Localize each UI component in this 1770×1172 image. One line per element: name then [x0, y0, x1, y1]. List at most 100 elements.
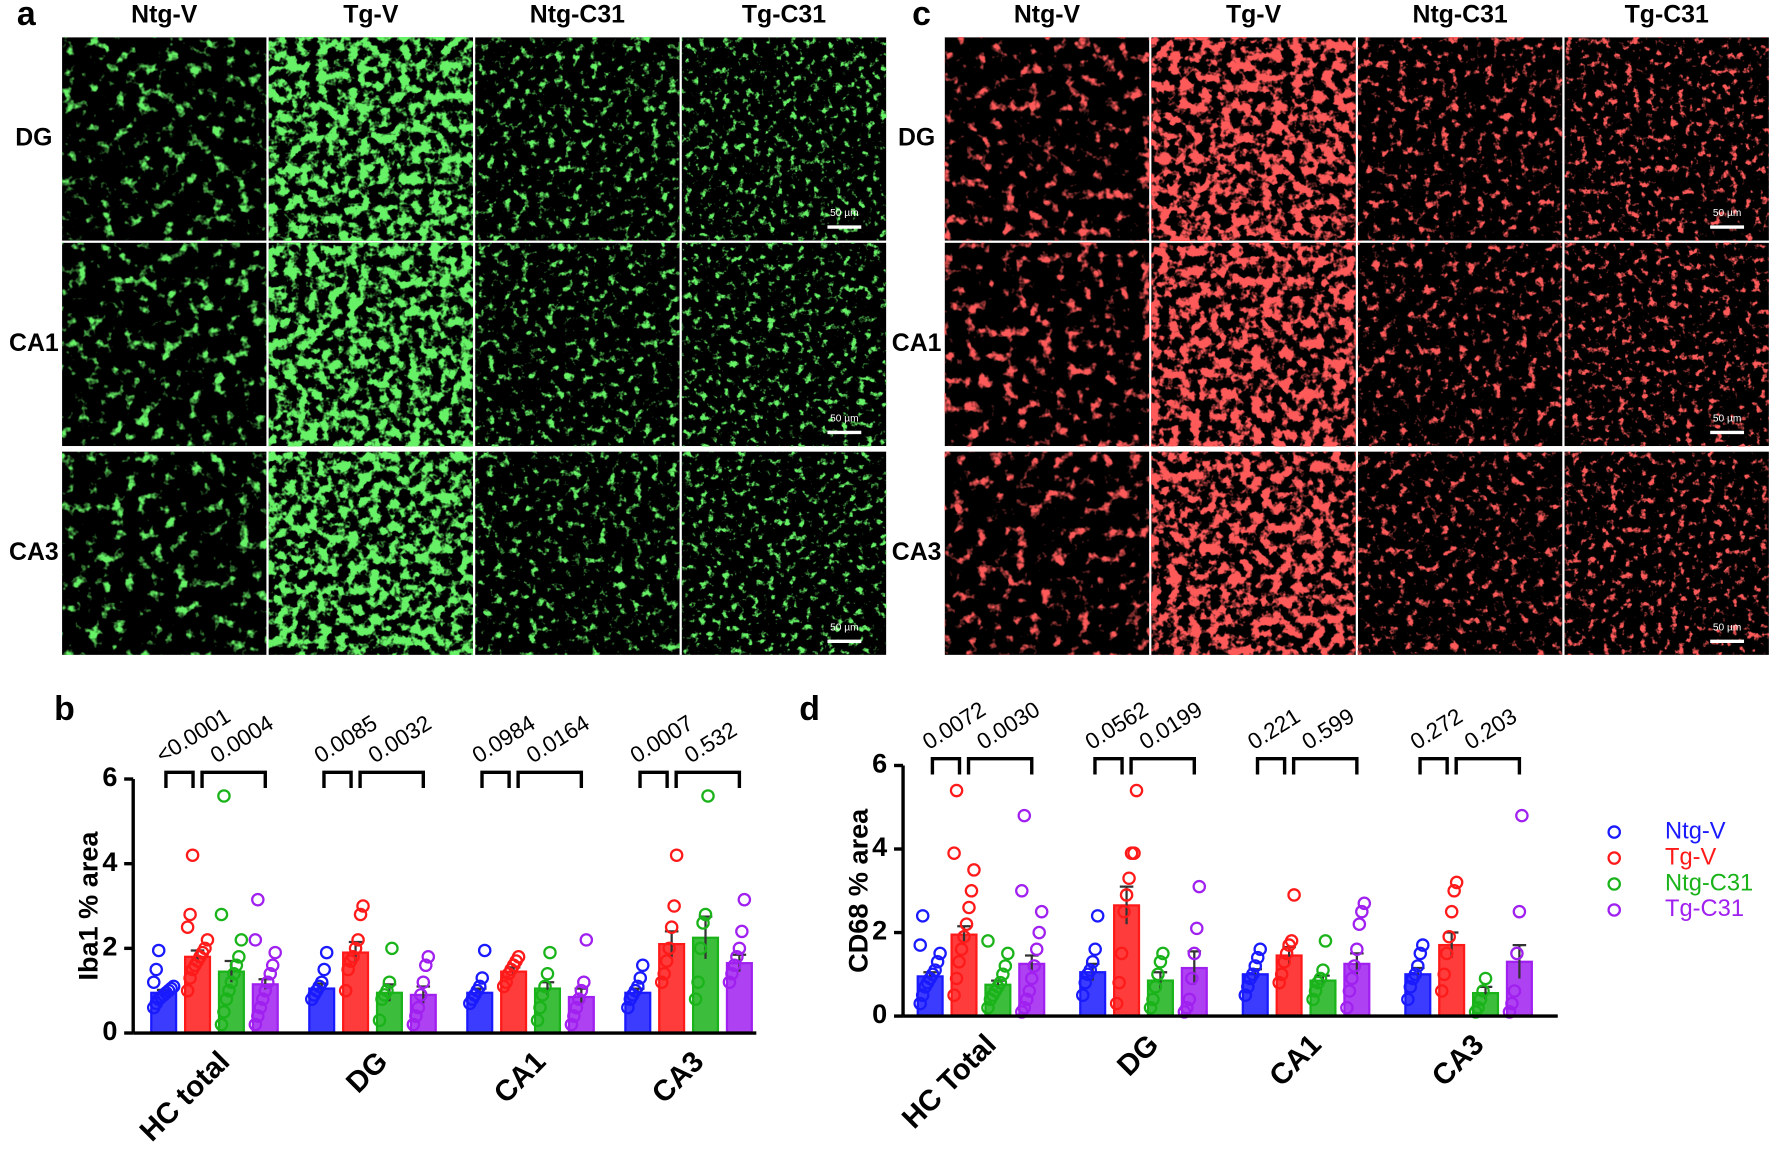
data-point [1119, 888, 1134, 902]
data-point [952, 955, 966, 969]
data-point [1308, 984, 1323, 998]
data-point [1127, 846, 1141, 860]
data-point [633, 971, 648, 985]
column-header: Tg-C31 [1625, 2, 1709, 29]
data-point [180, 920, 195, 934]
data-point [314, 975, 329, 989]
data-point [248, 1017, 263, 1032]
comparison-bracket [516, 770, 584, 789]
data-point [1151, 967, 1165, 982]
data-point [659, 954, 674, 968]
data-point [727, 958, 742, 973]
data-point [535, 988, 550, 1002]
data-point [1245, 967, 1260, 982]
data-point [540, 966, 555, 981]
legend-marker [1607, 903, 1621, 917]
data-point [1347, 959, 1362, 973]
data-point [698, 907, 713, 922]
comparison-bracket [1093, 757, 1124, 775]
x-tick-label: HC total [133, 1045, 236, 1148]
data-point [654, 975, 669, 989]
data-point [1027, 959, 1042, 973]
data-point [251, 892, 265, 907]
data-point [669, 848, 684, 862]
data-point [385, 941, 399, 956]
data-point [1129, 783, 1144, 798]
data-point [1437, 967, 1451, 982]
comparison-bracket [1129, 757, 1196, 775]
data-point [693, 941, 708, 956]
data-point [572, 992, 586, 1006]
data-point [149, 962, 164, 977]
micrograph-signal [475, 242, 680, 447]
data-point [1015, 884, 1029, 898]
data-point [1190, 921, 1204, 936]
data-point [947, 988, 961, 1002]
data-point [1090, 909, 1105, 923]
data-point [725, 966, 739, 981]
data-point [214, 1017, 229, 1032]
data-point [1444, 904, 1459, 919]
comparison-bracket [322, 770, 353, 789]
data-point [253, 1000, 268, 1015]
legend-marker [1607, 877, 1621, 891]
data-point [229, 958, 244, 973]
x-tick-label: CA1 [1263, 1028, 1328, 1093]
data-point [996, 967, 1010, 982]
p-value: 0.221 [1243, 703, 1304, 754]
data-point [219, 992, 234, 1006]
p-value: 0.0032 [364, 710, 436, 768]
p-value: 0.599 [1297, 703, 1358, 754]
micrograph-signal [1564, 451, 1769, 655]
data-point [380, 983, 394, 998]
comparison-bracket [674, 770, 742, 789]
data-point [1471, 1000, 1485, 1015]
data-point [1250, 950, 1265, 965]
data-point [265, 958, 280, 973]
data-point [730, 950, 744, 964]
data-point [574, 983, 589, 998]
data-point [631, 979, 645, 994]
data-point [1088, 942, 1102, 957]
data-point [1248, 959, 1263, 973]
data-point [981, 1000, 995, 1015]
data-point [967, 863, 981, 877]
data-point [1017, 808, 1032, 823]
data-point [1185, 971, 1199, 986]
data-point [1408, 967, 1423, 982]
data-point [217, 1005, 231, 1019]
scale-bar-label: 50 µm [1713, 414, 1741, 425]
micrograph-signal [681, 451, 887, 655]
data-point [737, 892, 752, 907]
data-point [1350, 942, 1364, 957]
column-header: Ntg-C31 [530, 2, 625, 29]
data-point [1287, 888, 1301, 902]
micrograph-signal [1151, 451, 1356, 655]
column-header: Tg-C31 [742, 2, 826, 29]
p-value: 0.203 [1460, 703, 1521, 754]
data-point [416, 975, 431, 989]
data-point [372, 1013, 387, 1028]
data-point [662, 941, 676, 956]
data-point [499, 975, 513, 989]
data-point [151, 943, 166, 958]
data-point [346, 950, 360, 964]
data-point [1143, 1000, 1158, 1015]
column-header: Tg-V [1226, 2, 1282, 29]
data-point [338, 983, 353, 998]
data-point [263, 966, 278, 981]
comparison-bracket [358, 770, 426, 789]
data-point [957, 929, 971, 944]
data-point [1085, 955, 1100, 969]
micrograph-signal [475, 37, 680, 241]
bar [725, 962, 753, 1035]
data-point [1447, 884, 1461, 898]
comparison-bracket [1418, 757, 1449, 775]
column-header: Ntg-V [131, 2, 198, 29]
data-point [1512, 904, 1527, 919]
data-point [217, 789, 231, 803]
data-point [1146, 992, 1160, 1007]
data-point [1345, 971, 1359, 986]
data-point [1316, 963, 1330, 977]
data-point [1180, 1000, 1194, 1015]
